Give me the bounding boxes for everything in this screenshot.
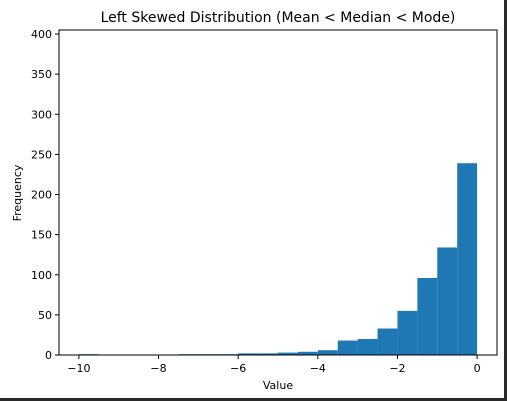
histogram-bar — [457, 163, 478, 355]
y-axis-label: Frequency — [11, 164, 24, 221]
window-edge-right — [504, 0, 507, 401]
histogram-bar — [377, 328, 398, 355]
chart-title: Left Skewed Distribution (Mean < Median … — [101, 10, 456, 26]
y-tick-label: 150 — [31, 229, 52, 242]
histogram-bar — [337, 340, 358, 355]
y-tick-label: 400 — [31, 28, 52, 41]
histogram-bar — [258, 353, 278, 355]
x-tick-label: −4 — [310, 362, 326, 375]
x-axis-ticks: −10 −8 −6 −4 −2 0 — [67, 355, 481, 375]
histogram-bar — [278, 352, 298, 355]
window-edge-bottom — [0, 398, 507, 401]
histogram-bar — [317, 350, 338, 355]
histogram-bar — [397, 310, 418, 355]
histogram-bar — [297, 351, 318, 355]
bars — [78, 163, 478, 355]
y-tick-label: 50 — [38, 309, 52, 322]
x-tick-label: 0 — [474, 362, 481, 375]
x-tick-label: −2 — [389, 362, 405, 375]
y-tick-label: 350 — [31, 68, 52, 81]
x-axis-label: Value — [263, 379, 293, 392]
histogram-bar — [357, 338, 378, 355]
histogram-bar — [238, 353, 259, 355]
x-tick-label: −10 — [67, 362, 90, 375]
x-tick-label: −8 — [150, 362, 166, 375]
y-tick-label: 200 — [31, 189, 52, 202]
histogram-bar — [417, 277, 438, 355]
y-tick-label: 300 — [31, 108, 52, 121]
x-tick-label: −6 — [230, 362, 246, 375]
y-axis-ticks: 0 50 100 150 200 250 300 350 400 — [31, 28, 59, 362]
plot-frame — [58, 29, 498, 356]
histogram-bar — [437, 247, 458, 355]
y-tick-label: 250 — [31, 148, 52, 161]
y-tick-label: 100 — [31, 269, 52, 282]
y-tick-label: 0 — [45, 349, 52, 362]
